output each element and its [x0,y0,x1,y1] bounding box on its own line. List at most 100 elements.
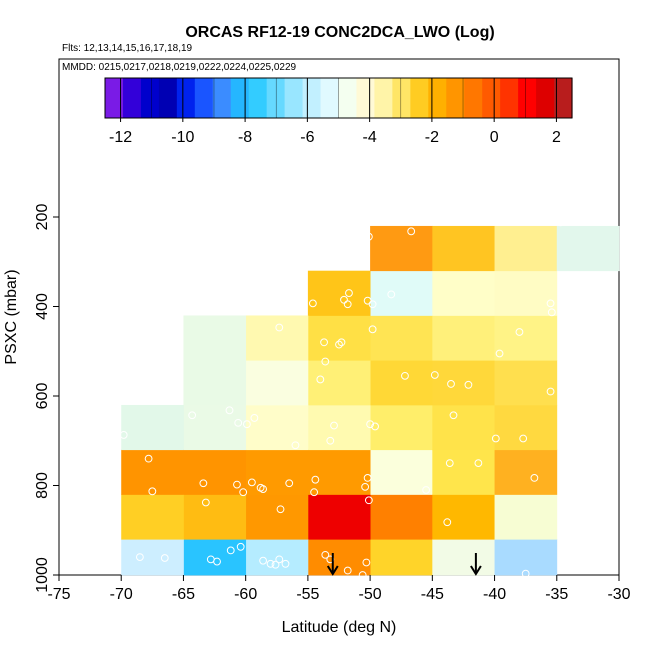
y-tick-label: 1000 [34,557,51,593]
colorbar: -12 -10 -8 -6 -4 -2 0 2 [104,77,573,146]
observation-point [547,308,556,317]
x-tick-label: -35 [545,586,568,603]
observation-point [495,349,504,358]
observation-point [368,325,377,334]
colorbar-swatch [176,78,196,118]
observation-point [362,558,371,567]
heatmap-cell [370,225,433,272]
observation-point [275,555,284,564]
heatmap-cell [494,404,558,451]
observation-point [276,505,285,514]
heatmap-cell [432,404,495,451]
colorbar-swatch [500,78,519,118]
colorbar-swatch [266,78,286,118]
colorbar-swatch [428,78,447,118]
x-tick-label: -75 [47,586,70,603]
heatmap-cell [183,360,247,406]
observation-point [247,478,256,487]
heatmap-cell [245,404,309,451]
observation-point [445,459,454,468]
arrow-markers [326,553,482,576]
heatmap-cell [121,539,184,576]
observation-point [311,475,320,484]
heatmap-cell [494,494,558,540]
heatmap-cell [121,404,184,451]
colorbar-swatch [284,78,304,118]
colorbar-swatch [158,78,178,118]
observation-point [368,300,377,309]
observation-point [366,420,375,429]
heatmap-cell [307,360,371,406]
colorbar-swatch [248,78,268,118]
observation-point [401,371,409,380]
colorbar-tick-label: 2 [552,129,561,146]
observation-point [343,566,352,575]
colorbar-swatch [536,78,555,118]
colorbar-swatch [105,78,124,118]
colorbar-swatch [356,78,376,118]
heatmap-cells [121,225,620,576]
observation-point [556,218,565,227]
observation-point [316,375,325,384]
heatmap-cell [245,494,309,540]
flights-label: Flts: 12,13,14,15,16,17,18,19 [62,43,193,54]
heatmap-cell [494,539,558,576]
heatmap-cell [183,315,247,361]
heatmap-cell [556,225,620,272]
observation-point [275,323,284,332]
y-tick-label: 600 [34,383,51,410]
colorbar-tick-label: 0 [490,129,499,146]
x-tick-label: -45 [421,586,444,603]
observation-point [491,434,500,443]
heatmap-cell [307,270,371,316]
colorbar-swatch [374,78,393,118]
heatmap-cell [370,494,433,540]
x-tick-label: -70 [110,586,133,603]
colorbar-swatch [194,78,214,118]
colorbar-swatch [464,78,483,118]
colorbar-border [104,77,573,119]
colorbar-swatch [212,78,232,118]
heatmap-cell [307,539,371,576]
observation-point [447,380,455,388]
observation-point [271,560,280,569]
observation-point [330,421,338,430]
heatmap-cell [432,449,495,495]
heatmap-cell [494,270,558,316]
heatmap-cell [432,494,495,540]
heatmap-cell [494,360,558,406]
observation-point [464,380,473,389]
observation-point [239,488,248,497]
heatmap-cell [307,449,371,495]
observation-point [308,299,317,308]
x-tick-label: -50 [359,586,382,603]
heatmap-cell [432,315,495,361]
observation-point [320,338,328,347]
heatmap-cell [307,404,371,451]
heatmap-cell [245,360,309,406]
colorbar-swatch [230,78,250,118]
observation-point [225,406,234,415]
heatmap-cell [183,494,247,540]
heatmap-cell [432,539,495,576]
heatmap-cell [121,449,184,495]
colorbar-swatch [338,78,358,118]
observation-point [363,473,372,482]
x-tick-label: -40 [483,586,506,603]
y-tick-label: 800 [34,472,51,499]
x-tick-label: -65 [172,586,195,603]
arrow-marker-head [470,565,482,576]
observation-point [119,431,128,439]
observation-point [407,227,416,236]
colorbar-tick-label: -2 [425,129,439,146]
observation-points [119,218,565,579]
heatmap-cell [370,404,433,451]
observation-point [281,559,290,568]
colorbar-swatch [410,78,429,118]
colorbar-swatch [518,78,537,118]
colorbar-swatch [554,78,573,118]
heatmap-cell [432,225,495,272]
colorbar-swatch [446,78,465,118]
observation-point [530,473,539,482]
